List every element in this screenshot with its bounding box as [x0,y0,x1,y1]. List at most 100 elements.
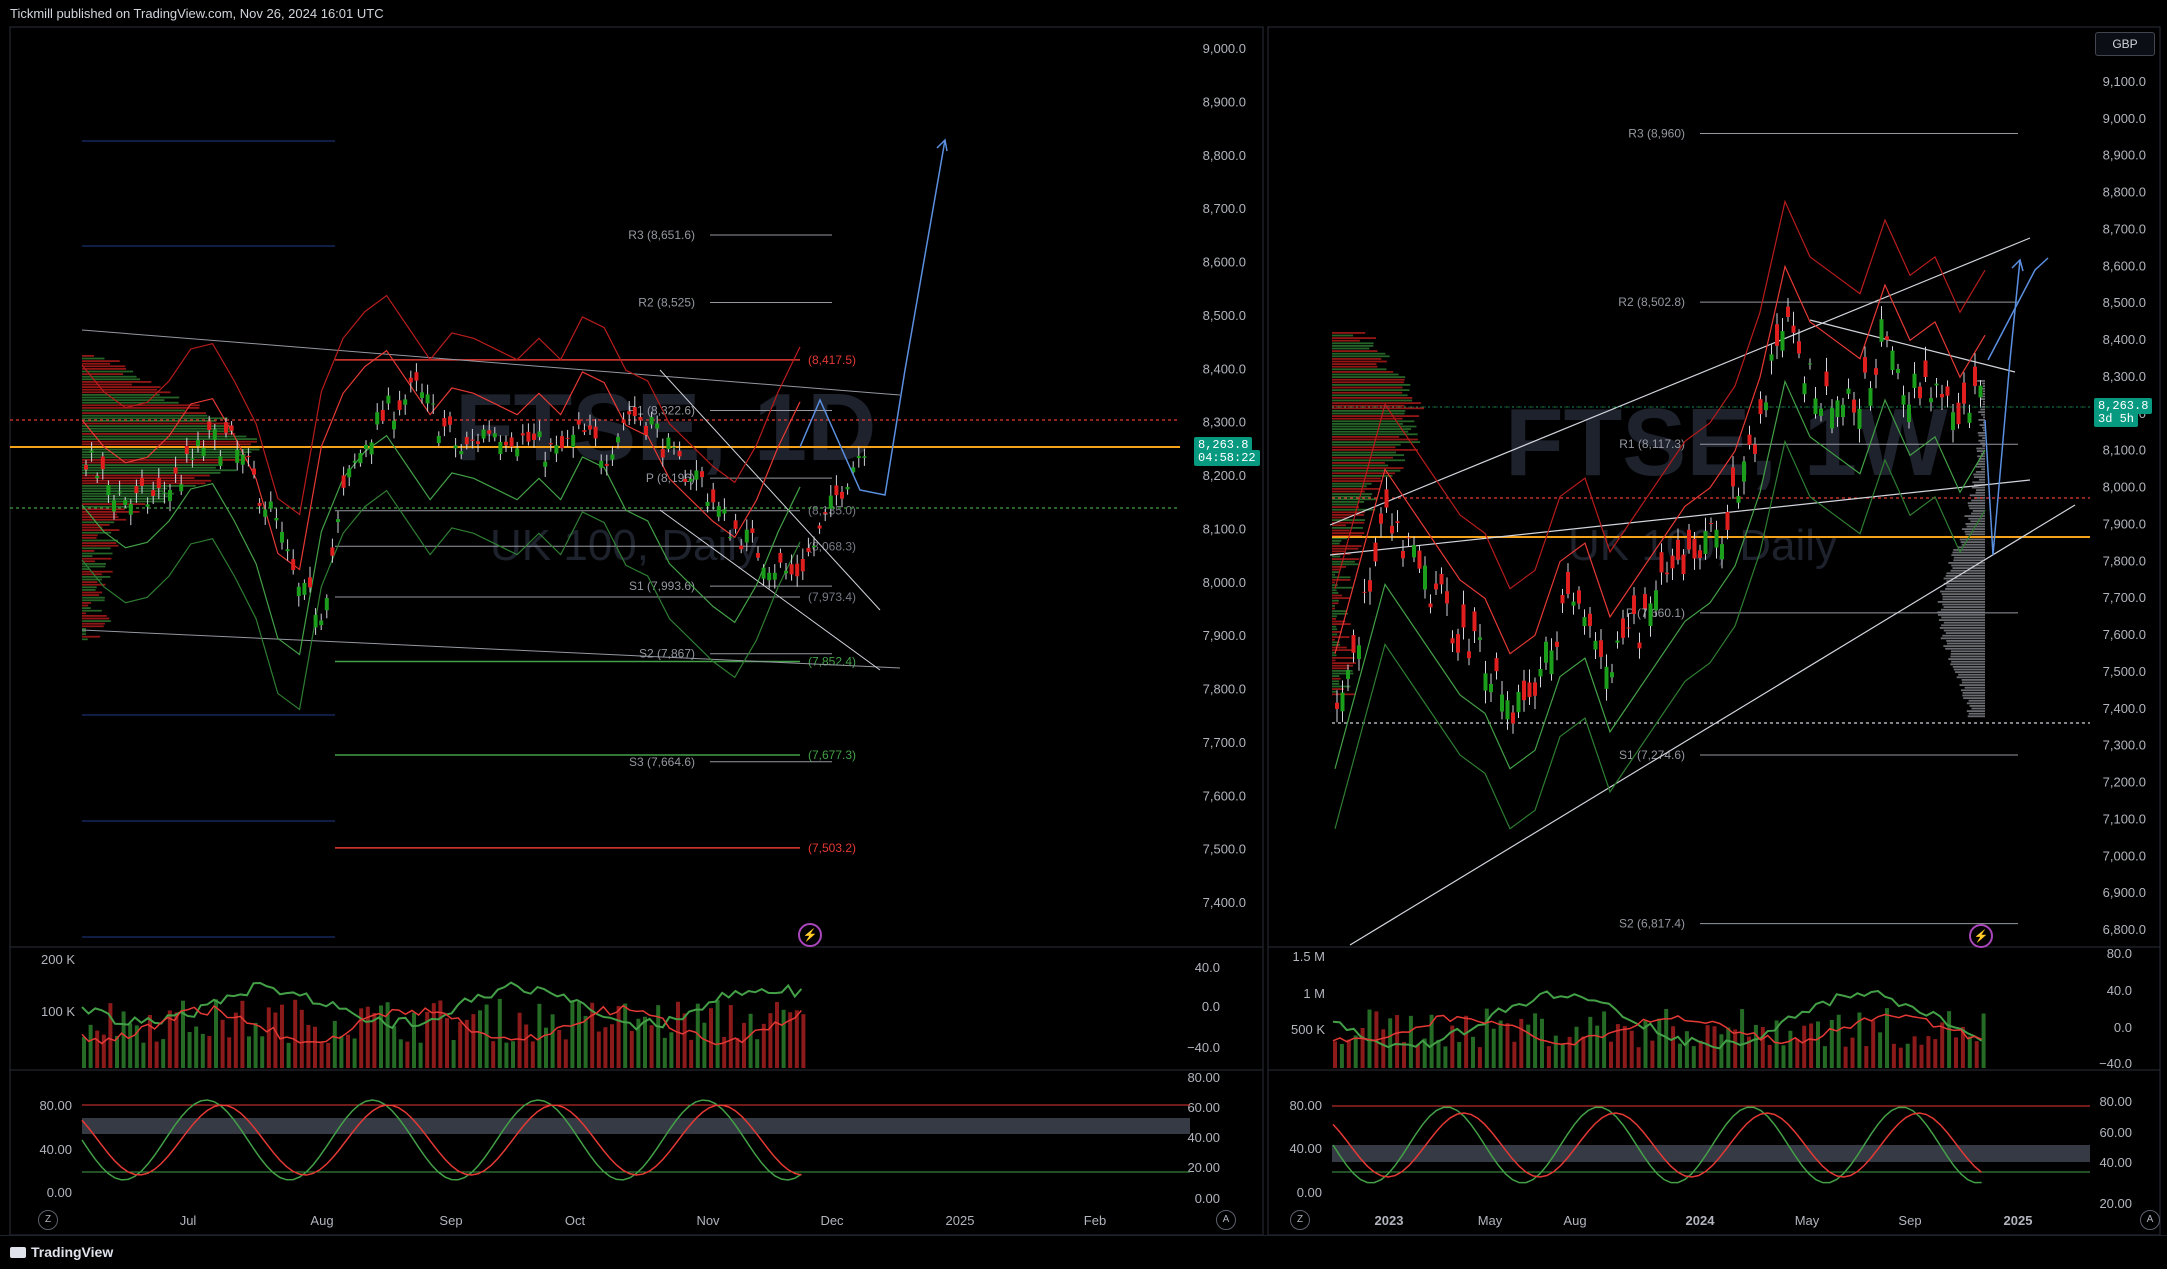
right-volume-bar [1981,1013,1986,1068]
left-alert-icon[interactable]: ⚡ [798,923,822,947]
right-volume-bar [1443,1046,1448,1068]
right-candle [1978,385,1983,398]
left-stoch-d [81,1104,802,1176]
right-projection-arrow-2 [1987,257,2049,361]
left-time-label: Nov [696,1213,720,1228]
left-volume-osc-green [81,981,803,1031]
right-volume-profile-bar [1332,628,1338,631]
left-zoom-reset-icon[interactable]: Z [38,1210,58,1230]
right-zoom-reset-icon[interactable]: Z [1290,1210,1310,1230]
right-stoch-k [1332,1106,1982,1184]
left-candle [554,445,559,454]
right-volume-bar [1822,1046,1827,1068]
right-volume-osc-red [1332,1013,1982,1046]
right-candle [1841,404,1845,418]
right-price-tick: 7,600.0 [2103,627,2146,642]
left-candle [840,491,844,499]
currency-button[interactable]: GBP [2095,32,2155,56]
left-volume-bar [359,1008,364,1068]
right-candle [1439,573,1444,585]
right-volume-profile-grey [1942,595,1985,598]
left-candle [408,377,413,383]
right-volume-bar [1753,1024,1758,1068]
left-volume-profile-bar [82,586,97,589]
right-volume-bar [1457,1042,1462,1068]
left-volume-profile-bar [82,417,228,420]
left-candle [112,500,116,512]
right-volume-profile-grey [1937,601,1985,603]
right-candle [1472,611,1477,632]
left-volume-bar [662,1037,667,1068]
right-candle [1357,645,1361,660]
left-price-tick: 7,500.0 [1203,842,1246,857]
right-candle [1379,513,1383,524]
right-alert-icon[interactable]: ⚡ [1969,924,1993,948]
right-volume-bar [1781,1045,1786,1068]
left-volume-profile-bar [82,386,161,388]
left-candle [548,443,553,445]
left-volume-bar [537,1003,542,1068]
left-volume-profile-bar [82,565,106,568]
right-candle [1351,635,1356,653]
left-price-tick: 8,600.0 [1203,255,1246,270]
right-volume-profile-grey [1977,380,1985,382]
right-candle [1923,360,1928,378]
left-candle [84,464,88,470]
right-volume-profile-bar [1332,482,1372,485]
right-volume-bar [1595,1025,1600,1068]
left-volume-profile-bar [82,409,186,412]
right-volume-bar [1471,1036,1475,1068]
right-mid-band-green [1334,379,1986,770]
right-candle [1830,408,1834,429]
right-price-tick: 7,300.0 [2103,738,2146,753]
left-candle [173,467,178,474]
tradingview-logo[interactable]: TradingView [10,1244,113,1260]
left-candle [246,455,251,458]
right-volume-profile-bar [1332,334,1354,337]
left-time-label: Feb [1084,1213,1106,1228]
right-channel-upper [1329,237,2031,526]
right-volume-profile-bar [1332,664,1354,667]
right-candle [1890,350,1895,371]
left-volume-profile-bar [82,602,92,604]
right-volume-profile-grey [1940,590,1985,593]
right-candle [1582,617,1587,627]
left-candle [711,489,716,503]
right-candle [1885,336,1889,340]
left-candle [828,495,833,509]
right-candle [1802,383,1807,395]
right-volume-bar [1519,1018,1524,1068]
right-volume-profile-bar [1332,407,1424,410]
right-candle [1362,591,1367,593]
right-volume-profile-grey [1956,676,1985,679]
left-volume-profile-bar [82,430,234,433]
left-volume-bar [478,1010,482,1068]
left-volume-bar [590,1002,595,1068]
right-volume-profile-bar [1332,363,1377,365]
left-candle [672,446,676,448]
right-volume-profile-grey [1968,504,1985,507]
right-candle [1560,594,1565,604]
left-price-tick: 7,600.0 [1203,788,1246,803]
chart-canvas[interactable]: FTSE, 1D UK 100, Daily 9,000.0 8,900.0 8,800… [0,0,2167,1235]
right-candle [1544,641,1548,663]
left-volume-profile-bar [82,521,115,524]
left-candle [644,425,648,435]
right-volume-profile-bar [1332,550,1345,553]
right-volume-bar [1512,1041,1517,1068]
left-stoch-axis-right: 20.00 [1187,1160,1220,1175]
right-volume-bar [1878,1032,1883,1068]
left-candle [537,431,542,438]
right-volume-profile-grey [1942,634,1985,637]
left-volume-bar [95,1030,100,1068]
right-price-tick: 8,900.0 [2103,148,2146,163]
left-candle [257,502,262,506]
right-candle [1637,642,1642,649]
right-volume-profile-bar [1332,566,1346,568]
left-candle [610,454,615,460]
right-auto-scale-icon[interactable]: A [2140,1210,2160,1230]
right-volume-profile-grey [1937,611,1985,614]
left-auto-scale-icon[interactable]: A [1216,1210,1236,1230]
left-volume-profile-bar [82,612,86,615]
left-volume-bar [293,999,298,1068]
